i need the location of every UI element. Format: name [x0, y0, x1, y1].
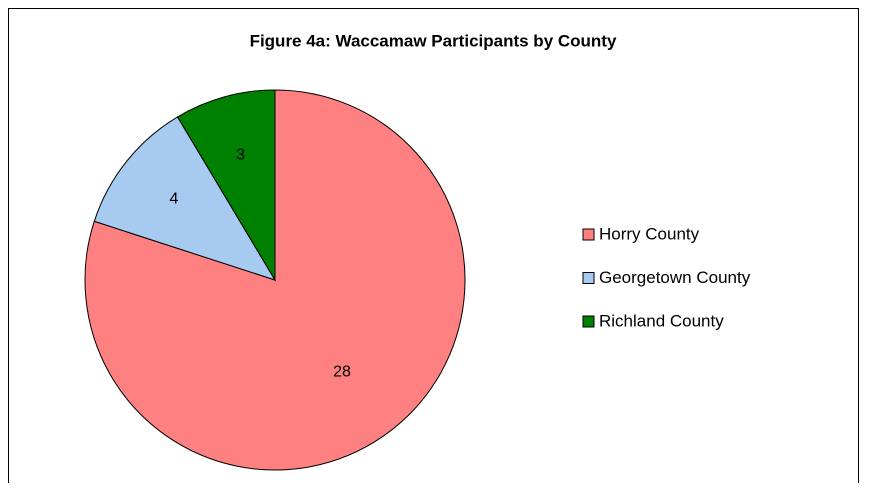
data-label: 3	[236, 147, 245, 164]
legend-swatch	[582, 315, 595, 328]
chart-title: Figure 4a: Waccamaw Participants by Coun…	[250, 31, 617, 50]
pie-slice	[176, 89, 276, 282]
legend-label: Georgetown County	[599, 268, 751, 287]
data-label: 4	[170, 191, 179, 208]
legend-label: Horry County	[599, 224, 700, 243]
legend-swatch	[582, 272, 595, 284]
pie-slice	[93, 116, 277, 281]
legend-label: Richland County	[599, 311, 724, 330]
data-label: 28	[333, 363, 351, 380]
legend-swatch	[582, 228, 595, 241]
